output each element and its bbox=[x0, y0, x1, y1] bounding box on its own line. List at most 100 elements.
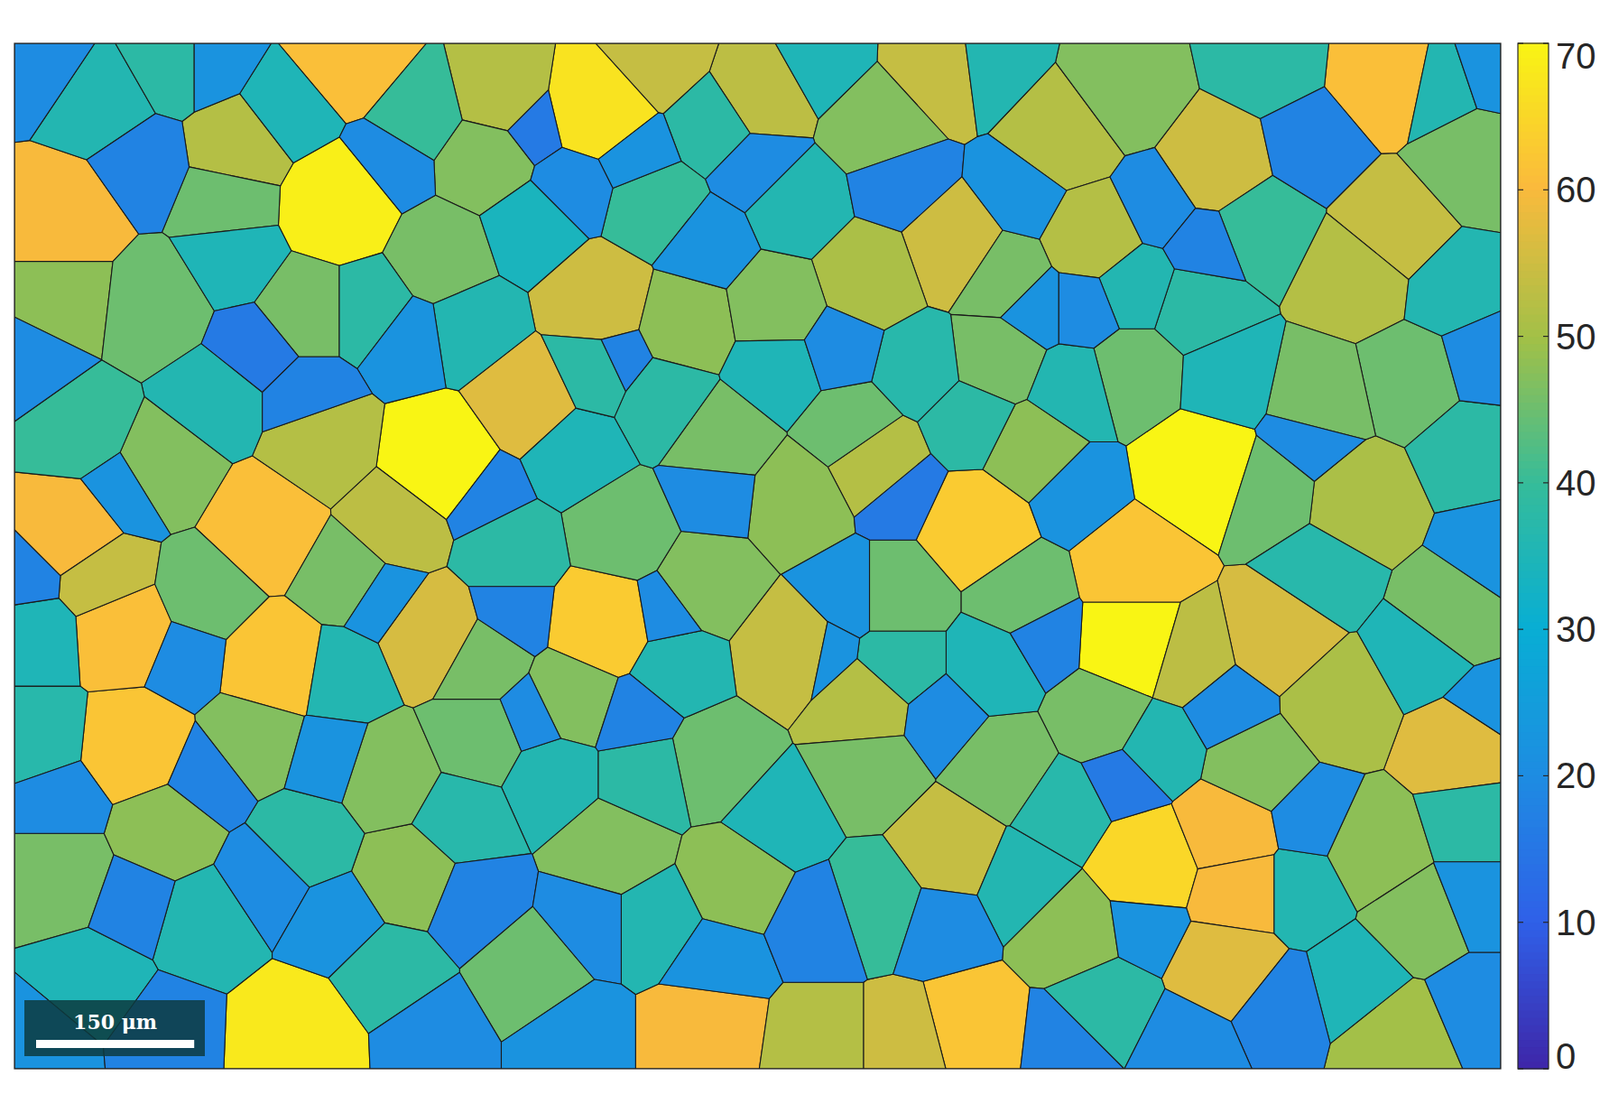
colorbar-slice bbox=[1517, 738, 1549, 747]
grain bbox=[1433, 861, 1501, 953]
grain bbox=[14, 598, 81, 687]
grain bbox=[1055, 43, 1201, 157]
grain bbox=[343, 563, 429, 643]
colorbar-tick-label: 60 bbox=[1555, 169, 1597, 210]
grain bbox=[1454, 43, 1501, 114]
colorbar-tick-label: 70 bbox=[1555, 36, 1597, 76]
grain bbox=[1124, 988, 1252, 1069]
grain bbox=[893, 887, 1004, 982]
colorbar-slice bbox=[1517, 796, 1549, 805]
colorbar-slice bbox=[1517, 109, 1549, 118]
colorbar-slice bbox=[1517, 1045, 1549, 1055]
grain bbox=[1260, 86, 1382, 209]
grain bbox=[637, 570, 702, 642]
colorbar-tick bbox=[1543, 335, 1549, 337]
colorbar-slice bbox=[1517, 878, 1549, 887]
colorbar-tick bbox=[1543, 921, 1549, 923]
colorbar-slice bbox=[1517, 687, 1549, 696]
colorbar-slice bbox=[1517, 789, 1549, 798]
colorbar-slice bbox=[1517, 702, 1549, 711]
colorbar-tick bbox=[1517, 921, 1524, 923]
grain bbox=[468, 586, 555, 657]
colorbar-slice bbox=[1517, 248, 1549, 257]
grain bbox=[601, 329, 653, 391]
colorbar-slice bbox=[1517, 965, 1549, 974]
colorbar-slice bbox=[1517, 474, 1549, 483]
colorbar-slice bbox=[1517, 196, 1549, 205]
grain bbox=[965, 43, 1060, 137]
grain bbox=[1109, 900, 1191, 979]
colorbar-tick bbox=[1517, 1067, 1524, 1069]
grain bbox=[530, 147, 613, 239]
grain bbox=[88, 854, 176, 960]
colorbar-gradient bbox=[1517, 43, 1549, 1070]
grain bbox=[86, 113, 190, 235]
grain bbox=[1271, 761, 1366, 856]
colorbar-slice bbox=[1517, 1053, 1549, 1062]
colorbar-slice bbox=[1517, 547, 1549, 556]
colorbar-tick bbox=[1517, 628, 1524, 630]
colorbar-slice bbox=[1517, 314, 1549, 323]
colorbar-slice bbox=[1517, 613, 1549, 622]
colorbar-slice bbox=[1517, 1024, 1549, 1033]
grain bbox=[194, 43, 271, 112]
grain bbox=[1058, 272, 1120, 349]
colorbar-slice bbox=[1517, 50, 1549, 59]
colorbar-slice bbox=[1517, 928, 1549, 937]
grain bbox=[658, 918, 784, 999]
colorbar-slice bbox=[1517, 189, 1549, 198]
grain bbox=[1020, 987, 1125, 1069]
colorbar-tick bbox=[1543, 481, 1549, 483]
colorbar-slice bbox=[1517, 899, 1549, 908]
grain bbox=[651, 192, 761, 290]
grain bbox=[262, 356, 373, 432]
colorbar-slice bbox=[1517, 1031, 1549, 1040]
colorbar-slice bbox=[1517, 533, 1549, 542]
colorbar-slice bbox=[1517, 182, 1549, 191]
scale-bar-box bbox=[24, 999, 205, 1056]
colorbar-slice bbox=[1517, 1009, 1549, 1018]
grain bbox=[14, 760, 113, 834]
colorbar-slice bbox=[1517, 284, 1549, 293]
colorbar-slice bbox=[1517, 372, 1549, 381]
colorbar-slice bbox=[1517, 130, 1549, 139]
colorbar-tick bbox=[1543, 628, 1549, 630]
colorbar-tick-label: 30 bbox=[1555, 609, 1597, 649]
colorbar-slice bbox=[1517, 93, 1549, 102]
colorbar-slice bbox=[1517, 43, 1549, 52]
colorbar-slice bbox=[1517, 79, 1549, 88]
colorbar-slice bbox=[1517, 943, 1549, 953]
grain bbox=[846, 138, 965, 232]
grain bbox=[775, 43, 879, 120]
grain bbox=[80, 452, 171, 542]
colorbar-slice bbox=[1517, 869, 1549, 879]
colorbar-slice bbox=[1517, 958, 1549, 967]
colorbar-slice bbox=[1517, 862, 1549, 871]
grain bbox=[532, 870, 621, 984]
colorbar-slice bbox=[1517, 328, 1549, 337]
grain bbox=[853, 453, 948, 541]
grain bbox=[595, 673, 685, 751]
grain bbox=[433, 275, 537, 391]
scale-bar-label: 150 μm bbox=[73, 1009, 158, 1034]
colorbar-slice bbox=[1517, 980, 1549, 989]
colorbar-slice bbox=[1517, 563, 1549, 572]
grain bbox=[1186, 854, 1275, 934]
grain bbox=[1413, 782, 1502, 862]
colorbar-slice bbox=[1517, 416, 1549, 425]
grain bbox=[1028, 442, 1135, 552]
colorbar-slice bbox=[1517, 138, 1549, 147]
grain bbox=[764, 859, 869, 982]
colorbar-slice bbox=[1517, 291, 1549, 300]
colorbar-tick bbox=[1517, 189, 1524, 191]
grain bbox=[357, 295, 446, 404]
grain bbox=[368, 971, 501, 1069]
colorbar-slice bbox=[1517, 709, 1549, 718]
colorbar-slice bbox=[1517, 306, 1549, 315]
colorbar-slice bbox=[1517, 987, 1549, 996]
colorbar-slice bbox=[1517, 438, 1549, 447]
colorbar-tick bbox=[1517, 335, 1524, 337]
grain bbox=[1442, 657, 1501, 735]
colorbar-slice bbox=[1517, 101, 1549, 110]
colorbar-slice bbox=[1517, 826, 1549, 835]
